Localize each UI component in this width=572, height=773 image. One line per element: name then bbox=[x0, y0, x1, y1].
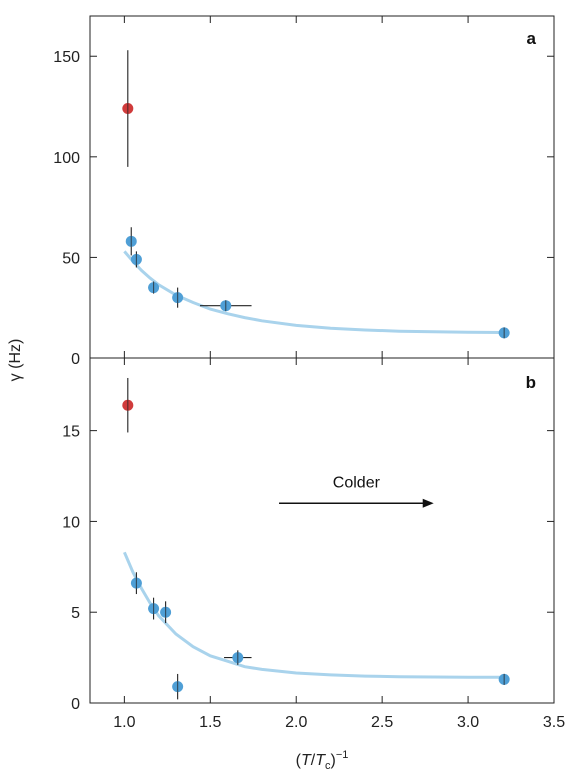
x-tick-label: 2.5 bbox=[371, 714, 393, 731]
panel-a-ticks: 0 50 100 150 bbox=[53, 16, 555, 368]
panel-a-points bbox=[122, 50, 510, 339]
highlight-point bbox=[122, 377, 134, 433]
x-tick-label: 3.0 bbox=[457, 714, 479, 731]
x-axis-title: (T/Tc)−1 bbox=[296, 749, 349, 772]
y-tick-label: 0 bbox=[71, 696, 80, 713]
colder-arrowhead bbox=[422, 498, 434, 508]
x-tick-label: 2.0 bbox=[285, 714, 307, 731]
x-tick-label: 3.5 bbox=[543, 714, 565, 731]
data-point bbox=[498, 673, 510, 685]
panel-a: a 0 50 100 150 bbox=[53, 15, 555, 368]
y-tick-label: 100 bbox=[53, 150, 80, 167]
colder-annotation: Colder bbox=[279, 474, 434, 508]
panel-b: b 0 5 10 15 1.0 1.5 2.0 2.5 3.0 3.5 Colder bbox=[62, 357, 565, 731]
panel-a-label: a bbox=[527, 29, 537, 48]
panel-b-label: b bbox=[526, 373, 536, 392]
panel-b-ticks: 0 5 10 15 1.0 1.5 2.0 2.5 3.0 3.5 bbox=[62, 358, 565, 731]
y-tick-label: 5 bbox=[71, 605, 80, 622]
data-point bbox=[148, 597, 160, 620]
data-point bbox=[172, 673, 184, 700]
data-point bbox=[148, 281, 160, 294]
y-tick-label: 0 bbox=[71, 351, 80, 368]
panel-b-points bbox=[122, 377, 510, 700]
data-point bbox=[160, 601, 172, 624]
panel-b-fit bbox=[123, 551, 503, 679]
data-point bbox=[172, 287, 184, 308]
y-tick-label: 50 bbox=[62, 250, 80, 267]
data-point bbox=[498, 327, 510, 339]
fit-curve bbox=[123, 250, 503, 334]
x-tick-label: 1.5 bbox=[199, 714, 221, 731]
data-point bbox=[199, 300, 252, 312]
panel-a-fit bbox=[123, 250, 503, 334]
panel-a-frame bbox=[89, 15, 555, 359]
data-point bbox=[130, 572, 142, 595]
y-tick-label: 15 bbox=[62, 424, 80, 441]
x-tick-label: 1.0 bbox=[113, 714, 135, 731]
y-tick-label: 150 bbox=[53, 49, 80, 66]
data-point bbox=[130, 251, 142, 268]
highlight-point bbox=[122, 50, 134, 167]
y-axis-title: γ (Hz) bbox=[7, 339, 24, 382]
data-point bbox=[224, 650, 252, 665]
colder-label: Colder bbox=[333, 474, 381, 491]
y-tick-label: 10 bbox=[62, 514, 80, 531]
panel-b-frame bbox=[89, 357, 555, 704]
fit-curve bbox=[123, 551, 503, 679]
data-point bbox=[125, 227, 137, 256]
